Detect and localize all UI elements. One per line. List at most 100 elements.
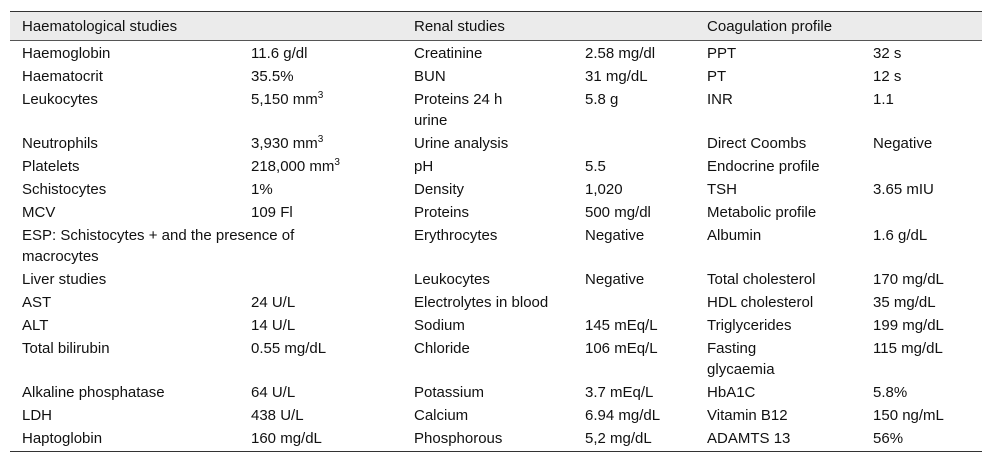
table-row: Liver studies Leukocytes Negative Total cho… — [10, 267, 982, 290]
cell-text: 14 U/L — [251, 317, 296, 334]
table-cell: PPT — [695, 41, 861, 65]
table-cell: 5.8 g — [573, 87, 695, 131]
table-cell: Schistocytes — [10, 177, 239, 200]
table-cell: Calcium — [402, 403, 573, 426]
table-cell: 2.58 mg/dl — [573, 41, 695, 65]
table-cell: 5.8% — [861, 380, 982, 403]
cell-text: Albumin — [707, 227, 762, 244]
table-cell: Urine analysis — [402, 131, 695, 154]
table-cell: Density — [402, 177, 573, 200]
lab-table: Haematological studies Renal studies Coa… — [10, 11, 983, 452]
cell-text: ADAMTS 13 — [707, 430, 791, 447]
cell-text: 6.94 mg/dL — [585, 407, 661, 424]
table-row: ESP: Schistocytes + and the presence of … — [10, 223, 982, 267]
cell-text: Triglycerides — [707, 317, 792, 334]
cell-text: 106 mEq/L — [585, 340, 658, 357]
table-cell: 24 U/L — [239, 290, 402, 313]
table-row: Schistocytes 1% Density 1,020 TSH 3.65 mIU — [10, 177, 982, 200]
cell-text: HDL cholesterol — [707, 294, 814, 311]
table-row: Alkaline phosphatase 64 U/L Potassium 3.7 m… — [10, 380, 982, 403]
cell-text: 24 U/L — [251, 294, 296, 311]
cell-text: AST — [22, 294, 52, 311]
cell-text: LDH — [22, 407, 53, 424]
header-cell: Coagulation profile — [695, 11, 983, 41]
table-row: Haptoglobin 160 mg/dL Phosphorous 5,2 mg/dL… — [10, 426, 983, 452]
table-cell: 106 mEq/L — [573, 336, 695, 380]
cell-text: Calcium — [414, 407, 469, 424]
table-cell: Phosphorous — [402, 426, 573, 452]
cell-text: 170 mg/dL — [873, 271, 944, 288]
cell-text: INR — [707, 91, 733, 108]
table-cell: Metabolic profile — [695, 200, 982, 223]
table-cell: 3,930 mm3 — [239, 131, 402, 154]
cell-text: Alkaline phosphatase — [22, 384, 165, 401]
table-cell: Proteins 24 h urine — [402, 87, 573, 131]
table-cell: Endocrine profile — [695, 154, 982, 177]
table-cell: 5,2 mg/dL — [573, 426, 696, 452]
table-cell: Negative — [573, 223, 695, 267]
cell-text: Chloride — [414, 340, 470, 357]
table-row: MCV 109 Fl Proteins 500 mg/dl Metabolic prof… — [10, 200, 982, 223]
cell-text: Neutrophils — [22, 135, 98, 152]
table-cell: 1.1 — [861, 87, 982, 131]
table-row: Neutrophils 3,930 mm3 Urine analysis Direct… — [10, 131, 982, 154]
table-cell: 145 mEq/L — [573, 313, 695, 336]
table-cell: Negative — [861, 131, 982, 154]
cell-text: 1.1 — [873, 91, 894, 108]
table-cell: TSH — [695, 177, 861, 200]
cell-text: 5,2 mg/dL — [585, 430, 652, 447]
table-cell: Triglycerides — [695, 313, 861, 336]
cell-text: Direct Coombs — [707, 135, 807, 152]
table-cell: 11.6 g/dl — [239, 41, 402, 65]
table-cell: 64 U/L — [239, 380, 402, 403]
table-cell: Negative — [573, 267, 695, 290]
cell-text: Negative — [585, 271, 645, 288]
cell-text: 64 U/L — [251, 384, 296, 401]
cell-text: MCV — [22, 204, 56, 221]
table-row: AST 24 U/L Electrolytes in blood HDL choles… — [10, 290, 982, 313]
cell-text: TSH — [707, 181, 738, 198]
table-cell: HDL cholesterol — [695, 290, 861, 313]
table-row: Haemoglobin 11.6 g/dl Creatinine 2.58 mg/dl… — [10, 41, 982, 65]
table-cell: 1,020 — [573, 177, 695, 200]
table-cell: 1% — [239, 177, 402, 200]
table-cell: Sodium — [402, 313, 573, 336]
table-cell: BUN — [402, 64, 573, 87]
table-cell: 150 ng/mL — [861, 403, 982, 426]
cell-text: 5,150 mm — [251, 91, 318, 108]
cell-text: 2.58 mg/dl — [585, 45, 656, 62]
cell-text: Schistocytes — [22, 181, 107, 198]
table-cell: 109 Fl — [239, 200, 402, 223]
table-cell: 3.65 mIU — [861, 177, 982, 200]
cell-text: Total bilirubin — [22, 340, 110, 357]
table-cell: MCV — [10, 200, 239, 223]
cell-text: Haemoglobin — [22, 45, 111, 62]
cell-text: Proteins — [414, 204, 470, 221]
table-cell: 438 U/L — [239, 403, 402, 426]
cell-text: 199 mg/dL — [873, 317, 944, 334]
cell-text: Erythrocytes — [414, 227, 498, 244]
table-cell: 0.55 mg/dL — [239, 336, 402, 380]
table-cell: ADAMTS 13 — [695, 426, 862, 452]
cell-text: HbA1C — [707, 384, 756, 401]
cell-text: Metabolic profile — [707, 204, 817, 221]
table-cell: Leukocytes — [10, 87, 239, 131]
cell-text: 3.7 mEq/L — [585, 384, 654, 401]
cell-text: Leukocytes — [414, 271, 490, 288]
cell-text: Urine analysis — [414, 135, 509, 152]
cell-text: 218,000 mm — [251, 158, 335, 175]
superscript: 3 — [334, 157, 340, 168]
table-cell: Erythrocytes — [402, 223, 573, 267]
cell-text: Creatinine — [414, 45, 483, 62]
table-cell: Haemoglobin — [10, 41, 239, 65]
table-row: Leukocytes 5,150 mm3 Proteins 24 h urine 5.… — [10, 87, 982, 131]
table-cell: Platelets — [10, 154, 239, 177]
cell-text: 500 mg/dl — [585, 204, 651, 221]
table-body: Haemoglobin 11.6 g/dl Creatinine 2.58 mg/dl… — [10, 41, 983, 452]
cell-text: Total cholesterol — [707, 271, 816, 288]
table-row: LDH 438 U/L Calcium 6.94 mg/dL Vitamin B12 15… — [10, 403, 982, 426]
cell-text: 1.6 g/dL — [873, 227, 928, 244]
table-cell: Fasting glycaemia — [695, 336, 861, 380]
cell-text: Negative — [873, 135, 933, 152]
table-cell: pH — [402, 154, 573, 177]
